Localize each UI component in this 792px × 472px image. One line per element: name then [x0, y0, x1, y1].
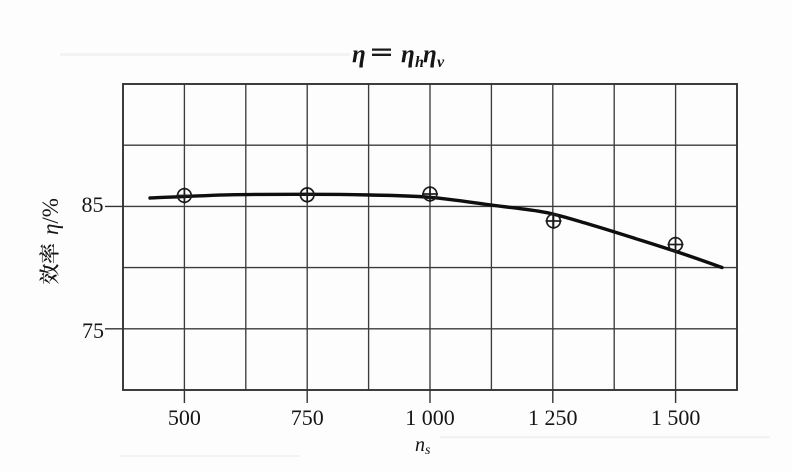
- svg-text:η/%: η/%: [38, 198, 63, 235]
- svg-text:h: h: [415, 54, 424, 71]
- svg-text:1 500: 1 500: [651, 405, 701, 430]
- svg-text:75: 75: [82, 318, 104, 343]
- svg-text:η: η: [401, 41, 415, 68]
- svg-text:750: 750: [291, 405, 324, 430]
- svg-text:500: 500: [168, 405, 201, 430]
- svg-text:1 000: 1 000: [405, 405, 455, 430]
- svg-text:v: v: [437, 54, 445, 71]
- svg-text:85: 85: [82, 192, 104, 217]
- svg-text:η: η: [423, 41, 437, 68]
- svg-text:1 250: 1 250: [528, 405, 578, 430]
- svg-text:η: η: [352, 41, 366, 68]
